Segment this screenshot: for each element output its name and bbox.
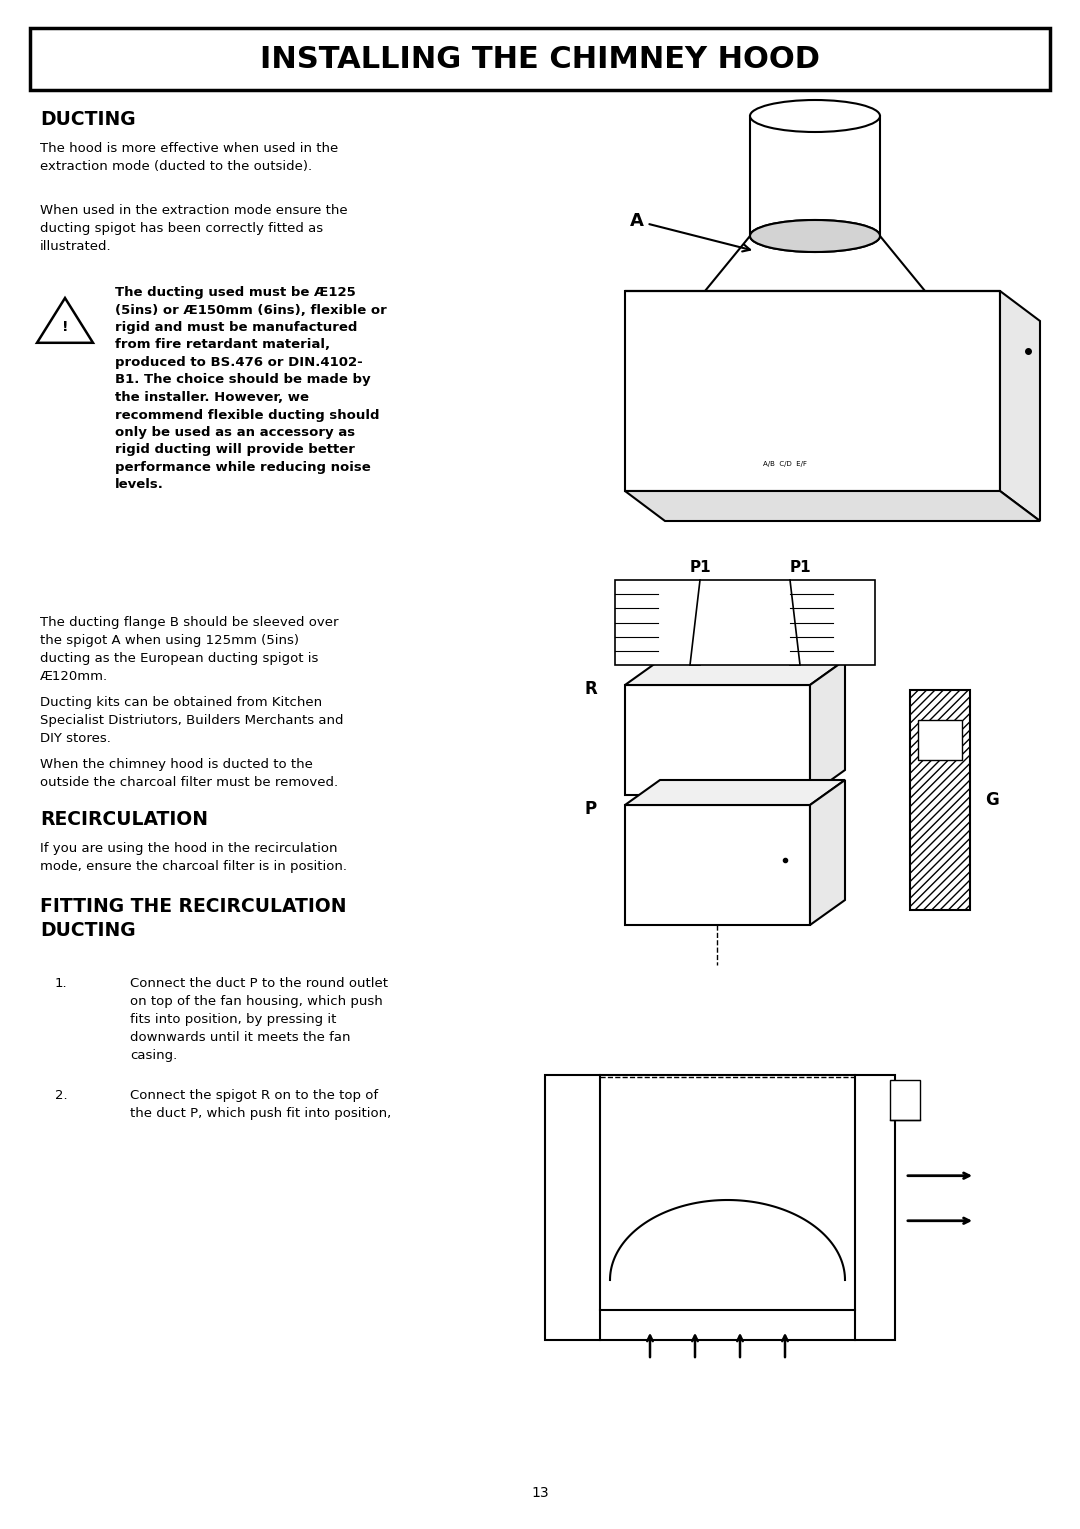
Text: 1.: 1. xyxy=(55,977,68,989)
Text: A: A xyxy=(630,213,750,251)
Bar xyxy=(918,720,962,760)
Text: Connect the spigot R on to the top of
the duct P, which push fit into position,: Connect the spigot R on to the top of th… xyxy=(130,1089,391,1121)
Polygon shape xyxy=(625,661,845,685)
Polygon shape xyxy=(810,661,845,795)
Bar xyxy=(545,1075,895,1339)
Text: P: P xyxy=(585,800,597,818)
Text: If you are using the hood in the recirculation
mode, ensure the charcoal filter : If you are using the hood in the recircu… xyxy=(40,842,347,873)
Polygon shape xyxy=(625,780,845,804)
Bar xyxy=(615,579,700,665)
Text: FITTING THE RECIRCULATION
DUCTING: FITTING THE RECIRCULATION DUCTING xyxy=(40,898,347,939)
Text: P1: P1 xyxy=(789,560,811,575)
Text: INSTALLING THE CHIMNEY HOOD: INSTALLING THE CHIMNEY HOOD xyxy=(260,44,820,73)
Polygon shape xyxy=(690,579,800,665)
Text: RECIRCULATION: RECIRCULATION xyxy=(40,810,208,829)
Polygon shape xyxy=(1000,291,1040,521)
Ellipse shape xyxy=(750,220,880,252)
Text: When the chimney hood is ducted to the
outside the charcoal filter must be remov: When the chimney hood is ducted to the o… xyxy=(40,758,338,789)
Bar xyxy=(30,28,1050,90)
Text: A/B  C/D  E/F: A/B C/D E/F xyxy=(762,462,807,466)
Text: The ducting flange B should be sleeved over
the spigot A when using 125mm (5ins): The ducting flange B should be sleeved o… xyxy=(40,616,338,683)
Text: The hood is more effective when used in the
extraction mode (ducted to the outsi: The hood is more effective when used in … xyxy=(40,142,338,173)
Text: DUCTING: DUCTING xyxy=(40,110,136,128)
Text: R: R xyxy=(585,680,597,699)
Bar xyxy=(910,690,970,910)
Bar xyxy=(625,685,810,795)
Text: Connect the duct P to the round outlet
on top of the fan housing, which push
fit: Connect the duct P to the round outlet o… xyxy=(130,977,388,1063)
Text: P1: P1 xyxy=(689,560,711,575)
Text: Ducting kits can be obtained from Kitchen
Specialist Distriutors, Builders Merch: Ducting kits can be obtained from Kitche… xyxy=(40,696,343,745)
Text: G: G xyxy=(985,790,999,809)
Bar xyxy=(789,579,875,665)
Text: The ducting used must be Æ125
(5ins) or Æ150mm (6ins), flexible or
rigid and mus: The ducting used must be Æ125 (5ins) or … xyxy=(114,286,387,491)
Polygon shape xyxy=(705,235,924,291)
Text: !: ! xyxy=(62,321,68,335)
Polygon shape xyxy=(625,491,1040,521)
Polygon shape xyxy=(810,780,845,925)
Text: 13: 13 xyxy=(531,1486,549,1500)
Ellipse shape xyxy=(750,220,880,252)
Bar xyxy=(750,116,880,235)
Text: When used in the extraction mode ensure the
ducting spigot has been correctly fi: When used in the extraction mode ensure … xyxy=(40,203,348,252)
Ellipse shape xyxy=(750,99,880,131)
Bar xyxy=(625,804,810,925)
Bar xyxy=(890,1079,920,1121)
Text: 2.: 2. xyxy=(55,1089,68,1102)
Bar xyxy=(625,291,1000,491)
